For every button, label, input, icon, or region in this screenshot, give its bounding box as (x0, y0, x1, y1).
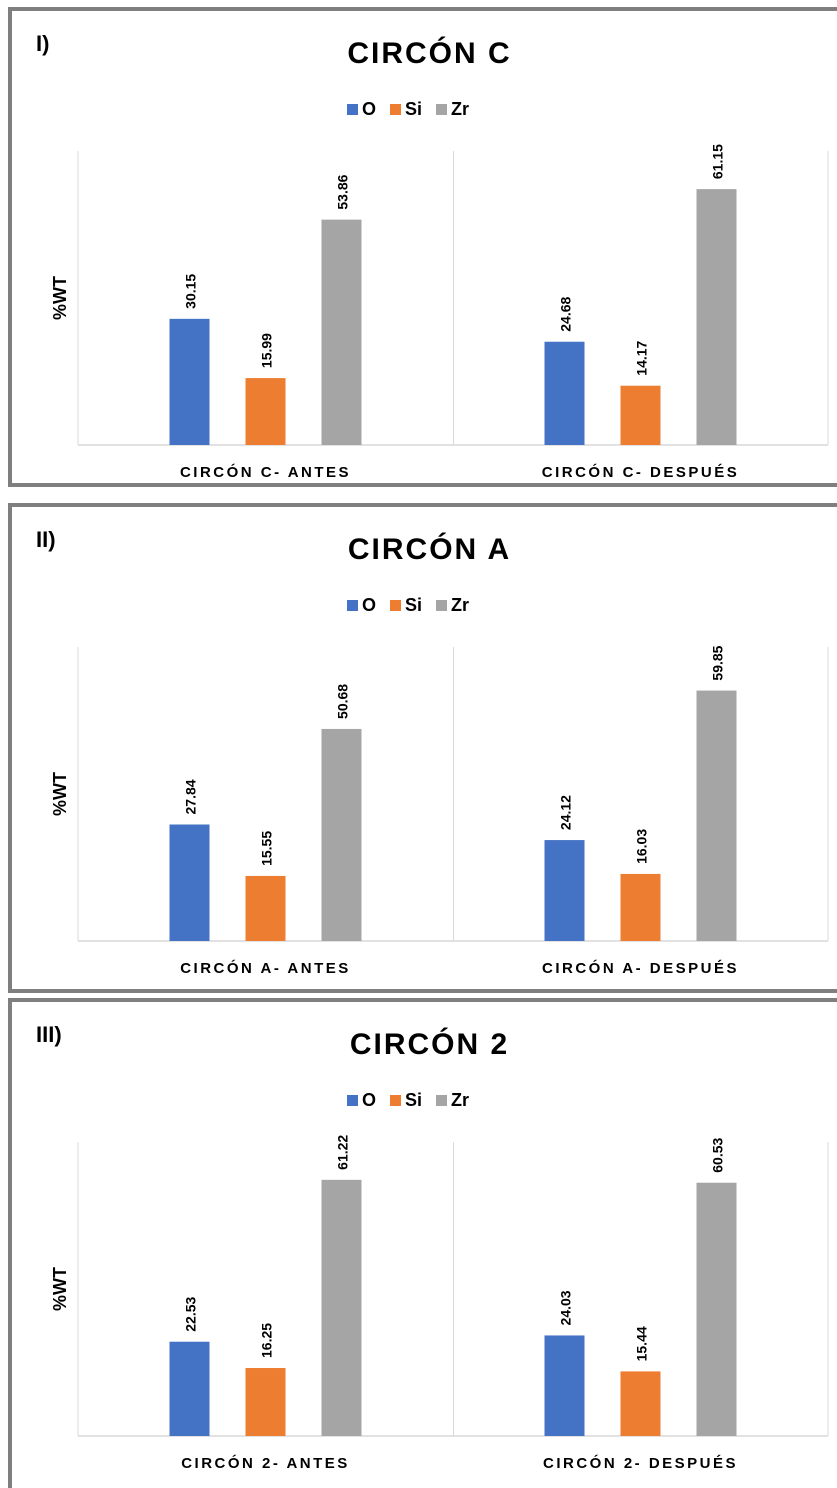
legend-label: O (362, 1090, 377, 1110)
data-label: 15.44 (634, 1326, 650, 1361)
legend-swatch-si (390, 104, 402, 115)
category-label: CIRCÓN 2- DESPUÉS (543, 1454, 738, 1472)
legend-swatch-o (347, 104, 358, 115)
category-label: CIRCÓN 2- ANTES (181, 1454, 350, 1472)
bar-o (169, 1341, 210, 1436)
chart-panel-3: III) CIRCÓN 2 O Si Zr %WT 22.53 16.25 61.22… (8, 998, 837, 1488)
legend-label: Si (405, 1090, 423, 1110)
data-label: 24.12 (558, 795, 574, 830)
legend: O Si Zr (347, 99, 469, 120)
y-axis-label: %WT (50, 1267, 70, 1311)
bar-si (245, 378, 286, 445)
legend: O Si Zr (347, 1090, 469, 1111)
bar-zr (321, 219, 362, 445)
bar-zr (321, 728, 362, 941)
data-label: 22.53 (183, 1296, 199, 1331)
bar-chart: %WT 30.15 15.99 53.86 CIRCÓN C- ANTES 24.68 14… (50, 144, 829, 481)
chart-title: CIRCÓN C (347, 37, 512, 70)
bar-si (620, 385, 661, 445)
data-label: 60.53 (710, 1137, 726, 1172)
legend-swatch-o (347, 1095, 358, 1106)
data-label: 16.03 (634, 829, 650, 864)
data-label: 53.86 (335, 174, 351, 209)
panel-label: I) (36, 31, 50, 56)
bar-o (169, 824, 210, 941)
chart-panel-1: I) CIRCÓN C O Si Zr %WT 30.15 15.99 53.86 CI… (8, 7, 837, 487)
y-axis-label: %WT (50, 772, 70, 816)
category-label: CIRCÓN A- ANTES (180, 959, 351, 977)
bar-chart: %WT 22.53 16.25 61.22 CIRCÓN 2- ANTES 24.03 15… (50, 1135, 829, 1472)
data-label: 16.25 (259, 1323, 275, 1358)
data-label: 50.68 (335, 684, 351, 719)
legend-swatch-zr (436, 600, 448, 611)
data-label: 27.84 (183, 779, 199, 814)
data-label: 61.22 (335, 1135, 351, 1170)
data-label: 59.85 (710, 645, 726, 680)
data-label: 15.55 (259, 831, 275, 866)
legend-item-zr: Zr (436, 1090, 469, 1111)
bar-zr (696, 690, 737, 941)
legend-item-si: Si (390, 1090, 422, 1111)
data-label: 24.03 (558, 1290, 574, 1325)
legend-item-si: Si (390, 595, 422, 616)
bar-si (245, 1368, 286, 1436)
legend-item-zr: Zr (436, 595, 469, 616)
legend-swatch-si (390, 600, 402, 611)
chart-title: CIRCÓN A (347, 533, 512, 566)
bar-o (169, 318, 210, 445)
legend-label: O (362, 595, 377, 615)
panel-label: II) (36, 527, 56, 552)
legend-item-zr: Zr (436, 99, 469, 120)
data-label: 61.15 (710, 144, 726, 179)
legend-swatch-zr (436, 104, 448, 115)
bar-si (620, 1371, 661, 1436)
legend-item-o: O (347, 595, 376, 616)
legend-swatch-si (390, 1095, 402, 1106)
bar-o (544, 1335, 585, 1436)
bar-zr (696, 1182, 737, 1436)
data-label: 14.17 (634, 340, 650, 375)
category-label: CIRCÓN C- DESPUÉS (542, 463, 740, 481)
legend-label: Zr (451, 595, 470, 615)
legend-swatch-o (347, 600, 358, 611)
legend-item-si: Si (390, 99, 422, 120)
legend-label: Zr (451, 1090, 470, 1110)
legend-label: Zr (451, 99, 470, 119)
legend-item-o: O (347, 99, 376, 120)
bar-o (544, 341, 585, 445)
bar-zr (696, 189, 737, 445)
bar-si (245, 875, 286, 941)
bar-zr (321, 1179, 362, 1436)
bar-chart: %WT 27.84 15.55 50.68 CIRCÓN A- ANTES 24.12 16… (50, 645, 829, 977)
category-label: CIRCÓN C- ANTES (180, 463, 351, 481)
data-label: 24.68 (558, 296, 574, 331)
category-label: CIRCÓN A- DESPUÉS (542, 959, 739, 977)
data-label: 15.99 (259, 333, 275, 368)
data-label: 30.15 (183, 274, 199, 309)
legend-label: Si (405, 99, 423, 119)
chart-panel-2: II) CIRCÓN A O Si Zr %WT 27.84 15.55 50.68 C… (8, 503, 837, 993)
y-axis-label: %WT (50, 276, 70, 320)
bar-si (620, 873, 661, 941)
legend: O Si Zr (347, 595, 469, 616)
bar-o (544, 840, 585, 941)
legend-label: O (362, 99, 377, 119)
panel-label: III) (36, 1022, 62, 1047)
legend-swatch-zr (436, 1095, 448, 1106)
chart-title: CIRCÓN 2 (349, 1028, 510, 1061)
legend-label: Si (405, 595, 423, 615)
legend-item-o: O (347, 1090, 376, 1111)
